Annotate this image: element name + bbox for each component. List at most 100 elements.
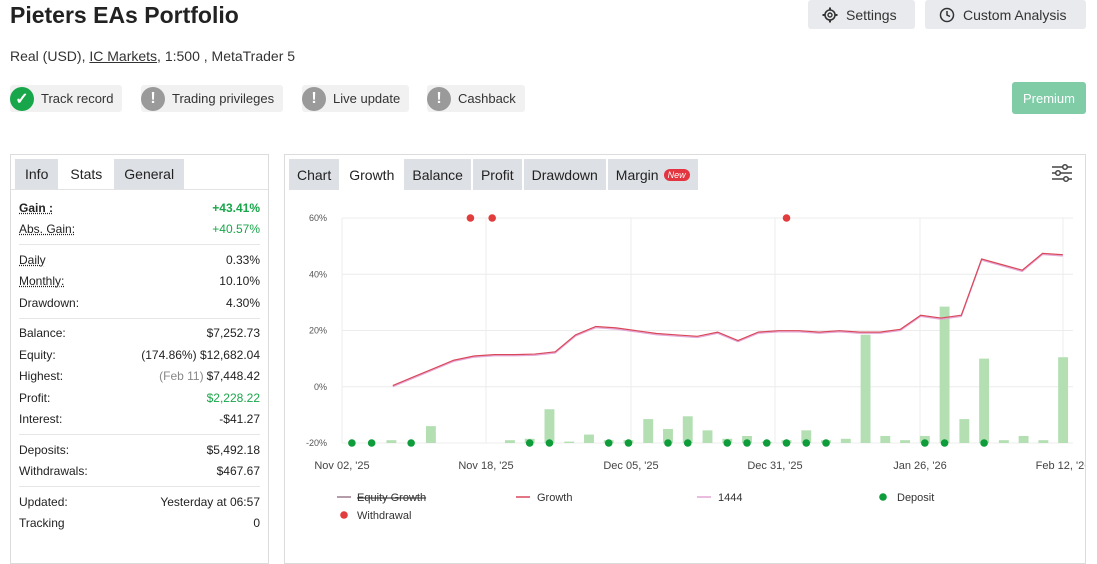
- exclamation-icon: !: [302, 86, 326, 111]
- account-subtitle: Real (USD), IC Markets, 1:500 , MetaTrad…: [10, 48, 295, 64]
- bar: [840, 438, 851, 443]
- legend-1444: 1444: [718, 492, 742, 504]
- stat-note: (Feb 11): [159, 369, 204, 384]
- deposit-marker: [367, 439, 376, 447]
- x-tick-label: Feb 12, '26: [1036, 460, 1085, 472]
- tab-stats[interactable]: Stats: [70, 166, 103, 182]
- deposit-marker: [525, 439, 534, 447]
- stat-label: Interest:: [19, 412, 63, 427]
- x-tick-label: Nov 18, '25: [458, 460, 513, 472]
- stat-value: -$41.27: [219, 412, 260, 427]
- growth-line: [392, 252, 1063, 387]
- stat-tracking: Tracking 0: [19, 513, 260, 535]
- tab-balance[interactable]: Balance: [404, 159, 471, 190]
- bar: [386, 440, 397, 443]
- x-tick-label: Jan 26, '26: [893, 460, 946, 472]
- bar: [643, 419, 654, 443]
- stat-value: Yesterday at 06:57: [160, 494, 260, 509]
- stat-deposits: Deposits: $5,492.18: [19, 439, 260, 461]
- tab-margin-label: Margin: [615, 166, 659, 183]
- deposit-marker: [604, 439, 613, 447]
- bar: [663, 428, 673, 443]
- y-tick-label: -20%: [306, 438, 327, 448]
- settings-label: Settings: [846, 6, 897, 23]
- bar: [860, 334, 871, 443]
- stat-label: Drawdown:: [19, 295, 80, 310]
- stat-note: (174.86%): [141, 347, 197, 362]
- settings-button[interactable]: Settings: [808, 0, 915, 29]
- broker-link[interactable]: IC Markets: [89, 48, 158, 64]
- tab-drawdown[interactable]: Drawdown: [523, 159, 606, 190]
- legend-swatch: [340, 511, 348, 519]
- premium-button[interactable]: Premium: [1012, 82, 1086, 114]
- stat-profit: Profit: $2,228.22: [19, 387, 260, 409]
- stat-label: Withdrawals:: [19, 464, 88, 479]
- stat-drawdown: Drawdown: 4.30%: [19, 292, 260, 314]
- tab-chart[interactable]: Chart: [289, 159, 340, 190]
- tab-margin[interactable]: Margin New: [607, 159, 698, 190]
- stat-label: Tracking: [19, 516, 65, 531]
- withdrawal-marker: [782, 214, 791, 222]
- deposit-marker: [545, 439, 554, 447]
- custom-analysis-label: Custom Analysis: [963, 6, 1067, 23]
- stat-value: $2,228.22: [206, 390, 260, 405]
- leverage-platform: , 1:500 , MetaTrader 5: [157, 48, 296, 64]
- stat-label: Highest:: [19, 369, 64, 384]
- stat-value: 10.10%: [219, 274, 260, 289]
- tab-info[interactable]: Info: [15, 159, 59, 189]
- bar: [998, 440, 1009, 443]
- deposit-marker: [624, 439, 633, 447]
- stat-withdrawals: Withdrawals: $467.67: [19, 461, 260, 483]
- stat-label: Deposits:: [19, 442, 70, 457]
- bar: [1058, 357, 1069, 443]
- x-tick-label: Dec 31, '25: [747, 460, 802, 472]
- badge-track-record[interactable]: ✓ Track record: [10, 85, 123, 112]
- bar: [564, 441, 575, 443]
- stat-label: Gain :: [19, 200, 54, 215]
- stat-value: $5,492.18: [206, 442, 260, 457]
- deposit-marker: [802, 439, 811, 447]
- legend-deposit: Deposit: [897, 492, 934, 504]
- badge-label: Track record: [41, 91, 114, 106]
- tab-general[interactable]: General: [114, 159, 185, 189]
- stat-value: +40.57%: [212, 222, 260, 237]
- badge-trading-privileges[interactable]: ! Trading privileges: [141, 85, 284, 112]
- stat-abs-gain: Abs. Gain: +40.57%: [19, 219, 260, 241]
- exclamation-icon: !: [141, 86, 165, 111]
- stat-equity: Equity: (174.86%) $12,682.04: [19, 344, 260, 366]
- withdrawal-marker: [466, 214, 475, 222]
- bar: [584, 434, 594, 443]
- bar: [544, 409, 555, 443]
- bar: [880, 435, 891, 443]
- badge-label: Live update: [333, 91, 401, 106]
- stat-label: Abs. Gain:: [19, 222, 76, 237]
- stats-panel: Info Stats General Gain : +43.41% Abs. Ga…: [10, 154, 269, 564]
- deposit-marker: [348, 439, 356, 447]
- stat-interest: Interest: -$41.27: [19, 409, 260, 431]
- y-tick-label: 0%: [314, 382, 327, 392]
- tab-profit[interactable]: Profit: [472, 159, 522, 190]
- stat-value: 0: [253, 516, 260, 531]
- stat-value: +43.41%: [212, 200, 260, 215]
- y-tick-label: 60%: [309, 213, 327, 223]
- legend-growth: Growth: [537, 492, 572, 504]
- deposit-marker: [782, 439, 791, 447]
- stats-tabs: Info Stats General: [11, 155, 268, 190]
- deposit-marker: [683, 439, 692, 447]
- stat-label: Balance:: [19, 326, 66, 341]
- stat-label: Equity:: [19, 347, 56, 362]
- stat-value: $7,252.73: [206, 326, 260, 341]
- bar: [1038, 440, 1049, 443]
- deposit-marker: [743, 439, 751, 447]
- badge-live-update[interactable]: ! Live update: [302, 85, 410, 112]
- stat-value: 4.30%: [225, 295, 260, 310]
- sliders-icon[interactable]: [1051, 163, 1073, 183]
- y-tick-label: 40%: [309, 269, 327, 279]
- badge-label: Trading privileges: [172, 91, 275, 106]
- tab-growth[interactable]: Growth: [349, 166, 395, 183]
- stat-updated: Updated: Yesterday at 06:57: [19, 491, 260, 513]
- stat-balance: Balance: $7,252.73: [19, 323, 260, 345]
- badge-cashback[interactable]: ! Cashback: [427, 85, 525, 112]
- deposit-marker: [822, 439, 830, 447]
- custom-analysis-button[interactable]: Custom Analysis: [925, 0, 1086, 29]
